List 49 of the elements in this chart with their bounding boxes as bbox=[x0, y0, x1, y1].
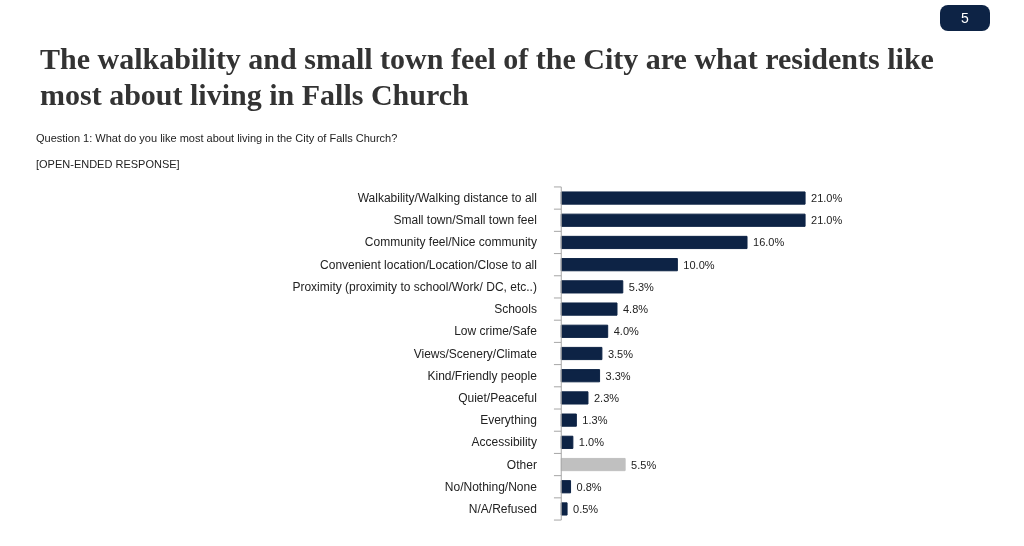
bar bbox=[560, 391, 589, 405]
data-label: 10.0% bbox=[683, 258, 715, 271]
y-tick-label: Low crime/Safe bbox=[454, 324, 538, 339]
data-label: 5.3% bbox=[628, 280, 655, 293]
bar bbox=[560, 302, 618, 316]
data-label: 1.0% bbox=[578, 436, 605, 449]
y-tick-label: Accessibility bbox=[471, 435, 537, 450]
bar bbox=[560, 413, 577, 427]
y-tick-label: Community feel/Nice community bbox=[364, 235, 537, 250]
bar bbox=[560, 435, 574, 449]
data-label: 5.5% bbox=[631, 458, 657, 471]
data-label: 4.0% bbox=[613, 325, 639, 338]
y-tick-label: Small town/Small town feel bbox=[393, 213, 537, 228]
bar bbox=[560, 258, 678, 272]
bar bbox=[560, 346, 603, 361]
y-tick-label: Convenient location/Location/Close to all bbox=[320, 257, 537, 272]
bar bbox=[560, 369, 601, 383]
y-tick-label: N/A/Refused bbox=[468, 501, 537, 516]
data-label: 21.0% bbox=[811, 192, 843, 205]
y-tick-label: Schools bbox=[494, 302, 537, 317]
data-label: 0.5% bbox=[573, 502, 599, 515]
bar bbox=[560, 324, 609, 338]
bar bbox=[560, 280, 624, 294]
data-label: 1.3% bbox=[582, 414, 608, 427]
data-label: 16.0% bbox=[753, 236, 785, 249]
bar bbox=[560, 502, 568, 516]
text: 5 bbox=[961, 9, 969, 28]
bar bbox=[560, 480, 572, 494]
data-label: 3.3% bbox=[605, 369, 631, 382]
text: [OPEN-ENDED RESPONSE] bbox=[36, 157, 180, 172]
y-tick-label: Other bbox=[506, 457, 537, 472]
bar bbox=[560, 191, 806, 205]
y-tick-label: Everything bbox=[480, 413, 537, 428]
y-tick-label: Views/Scenery/Climate bbox=[413, 346, 538, 361]
data-label: 21.0% bbox=[811, 214, 843, 227]
bar bbox=[560, 213, 806, 227]
y-tick-label: Quiet/Peaceful bbox=[458, 390, 537, 405]
bar bbox=[560, 235, 748, 250]
bar bbox=[560, 457, 626, 472]
y-tick-label: No/Nothing/None bbox=[444, 479, 538, 494]
y-tick-label: Proximity (proximity to school/Work/ DC, etc..) bbox=[292, 279, 537, 294]
data-label: 3.5% bbox=[607, 347, 634, 360]
y-tick-label: Kind/Friendly people bbox=[427, 368, 538, 383]
chart-title: The walkability and small town feel of the City are what residents like most about living in Falls Church bbox=[40, 41, 935, 113]
data-label: 4.8% bbox=[622, 303, 649, 316]
data-label: 0.8% bbox=[576, 480, 602, 493]
text: Question 1: What do you like most about living in the City of Falls Church? bbox=[36, 131, 398, 146]
y-tick-label: Walkability/Walking distance to all bbox=[357, 191, 537, 206]
data-label: 2.3% bbox=[593, 391, 620, 404]
